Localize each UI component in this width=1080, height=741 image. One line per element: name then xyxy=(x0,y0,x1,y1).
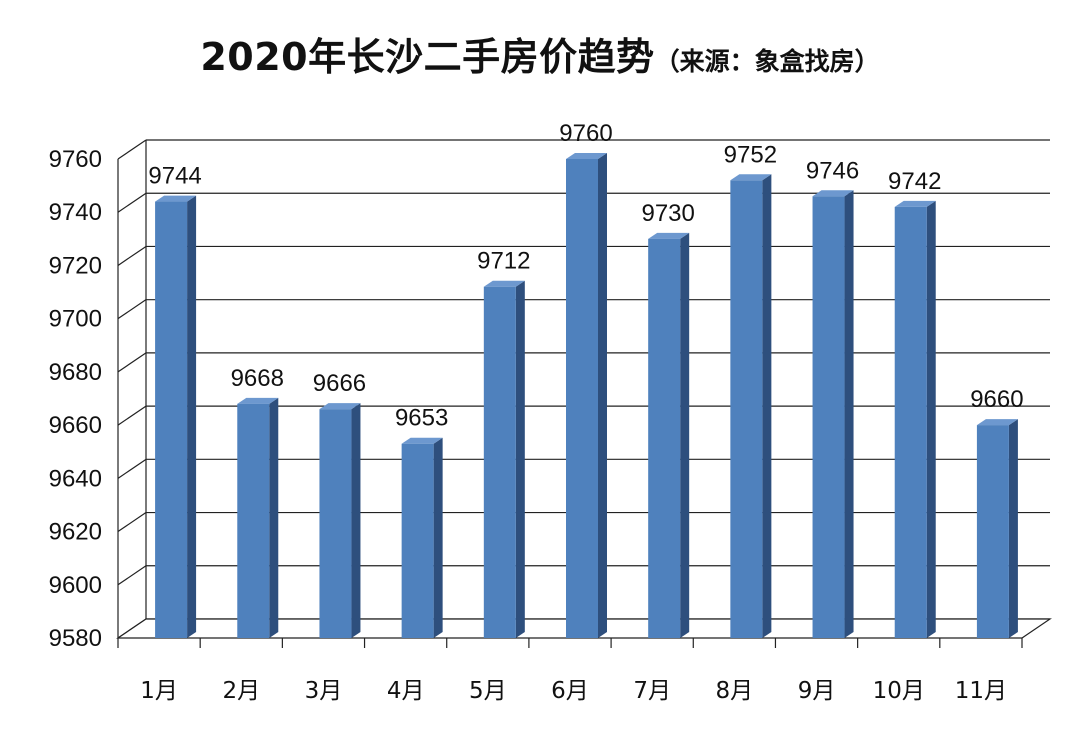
bar-side xyxy=(187,195,197,639)
bar-side xyxy=(680,232,690,639)
bar-front xyxy=(401,443,434,638)
x-tick-label: 5月 xyxy=(469,678,507,704)
bar-top xyxy=(155,195,197,202)
y-tick-label: 9660 xyxy=(49,412,102,439)
x-tick-label: 10月 xyxy=(873,678,925,704)
data-label: 9653 xyxy=(395,405,448,432)
bar-top xyxy=(319,403,361,410)
data-label: 9760 xyxy=(559,120,612,147)
bar-side xyxy=(351,403,361,638)
bar-side xyxy=(762,174,772,639)
gridline-depth xyxy=(117,139,147,160)
x-tick-label: 4月 xyxy=(387,678,425,704)
y-tick-labels: 9760 9740 9720 9700 9680 9660 9640 9620 9600 9580 xyxy=(49,146,102,652)
bar-front xyxy=(812,196,845,638)
bar xyxy=(483,280,525,638)
gridline-depth xyxy=(117,405,147,426)
chart-subtitle: （来源：象盒找房） xyxy=(654,47,880,76)
bar xyxy=(155,195,197,639)
data-label: 9660 xyxy=(970,386,1023,413)
y-tick-label: 9620 xyxy=(49,519,102,546)
bar xyxy=(566,153,607,638)
data-label: 9744 xyxy=(148,163,201,190)
x-tick-labels: 1月 2月 3月 4月 5月 6月 7月 8月 9月 10月 11月 xyxy=(140,678,1007,704)
bar-top xyxy=(976,419,1018,426)
bar xyxy=(976,419,1018,638)
bar-side xyxy=(844,190,854,638)
bar-top xyxy=(730,174,772,181)
x-tick-label: 3月 xyxy=(305,678,343,704)
bar-top xyxy=(812,190,854,197)
bar-side xyxy=(515,280,525,638)
bar-top xyxy=(894,200,936,207)
y-tick-label: 9680 xyxy=(49,359,102,386)
bar-front xyxy=(155,201,188,639)
bar-top xyxy=(237,397,279,404)
gridline-depth xyxy=(117,245,147,266)
gridline-depth xyxy=(117,565,147,586)
chart-title: 2020年长沙二手房价趋势 xyxy=(200,35,655,79)
gridline-depth xyxy=(117,299,147,320)
bar-side xyxy=(598,153,607,638)
bar-front xyxy=(894,206,927,638)
data-label: 9746 xyxy=(806,157,859,184)
bar-side xyxy=(926,200,936,638)
bar xyxy=(237,397,279,638)
bar xyxy=(812,190,854,638)
data-label: 9730 xyxy=(641,200,694,227)
gridline-depth xyxy=(117,512,147,533)
chart-title-block: 2020年长沙二手房价趋势（来源：象盒找房） xyxy=(0,26,1080,81)
bar-top xyxy=(648,232,690,239)
y-tick-label: 9760 xyxy=(49,146,102,173)
x-tick-label: 1月 xyxy=(140,678,178,704)
bar-top xyxy=(483,280,525,287)
bar-front xyxy=(730,180,763,639)
data-label: 9742 xyxy=(888,168,941,195)
x-tick-label: 6月 xyxy=(551,678,589,704)
bar xyxy=(894,200,936,638)
bar-front xyxy=(976,425,1009,638)
bar-front xyxy=(566,159,598,638)
y-tick-label: 9740 xyxy=(49,199,102,226)
bar-top xyxy=(401,437,443,444)
bar-front xyxy=(483,286,516,638)
bar-front xyxy=(319,409,352,638)
x-tick-label: 11月 xyxy=(955,678,1007,704)
y-tick-label: 9580 xyxy=(49,625,102,652)
bar xyxy=(648,232,690,639)
x-tick-label: 8月 xyxy=(716,678,754,704)
bar-front xyxy=(237,403,270,638)
bar-top xyxy=(566,153,607,159)
bar-side xyxy=(1008,419,1018,638)
bars xyxy=(155,153,1018,639)
x-tick-label: 7月 xyxy=(633,678,671,704)
data-label: 9666 xyxy=(313,370,366,397)
x-tick-label: 2月 xyxy=(222,678,260,704)
bar xyxy=(730,174,772,639)
gridline-depth xyxy=(117,352,147,373)
bar xyxy=(401,437,443,638)
data-label: 9752 xyxy=(724,141,777,168)
data-label: 9668 xyxy=(231,365,284,392)
y-tick-label: 9640 xyxy=(49,465,102,492)
gridline-depth xyxy=(117,192,147,213)
data-label: 9712 xyxy=(477,248,530,275)
data-labels: 9744 9668 9666 9653 9712 9760 9730 9752 9746 9742… xyxy=(148,120,1023,432)
y-tick-label: 9720 xyxy=(49,252,102,279)
gridline-depth xyxy=(117,458,147,479)
bar-front xyxy=(648,238,681,639)
bar-side xyxy=(433,437,443,638)
y-tick-label: 9700 xyxy=(49,306,102,333)
x-tick-label: 9月 xyxy=(798,678,836,704)
bar xyxy=(319,403,361,638)
bar-side xyxy=(269,397,279,638)
y-tick-label: 9600 xyxy=(49,572,102,599)
